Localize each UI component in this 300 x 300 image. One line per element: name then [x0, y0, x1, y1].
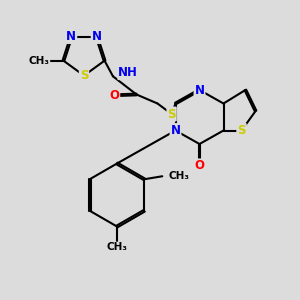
Text: N: N	[170, 124, 181, 137]
Text: O: O	[109, 88, 119, 102]
Text: CH₃: CH₃	[106, 242, 128, 253]
Text: NH: NH	[118, 66, 138, 79]
Text: N: N	[194, 83, 205, 97]
Text: CH₃: CH₃	[28, 56, 50, 66]
Text: CH₃: CH₃	[169, 171, 190, 181]
Text: N: N	[66, 30, 76, 43]
Text: N: N	[92, 30, 102, 43]
Text: S: S	[237, 124, 246, 137]
Text: S: S	[167, 107, 176, 121]
Text: O: O	[194, 159, 205, 172]
Text: S: S	[80, 69, 88, 82]
